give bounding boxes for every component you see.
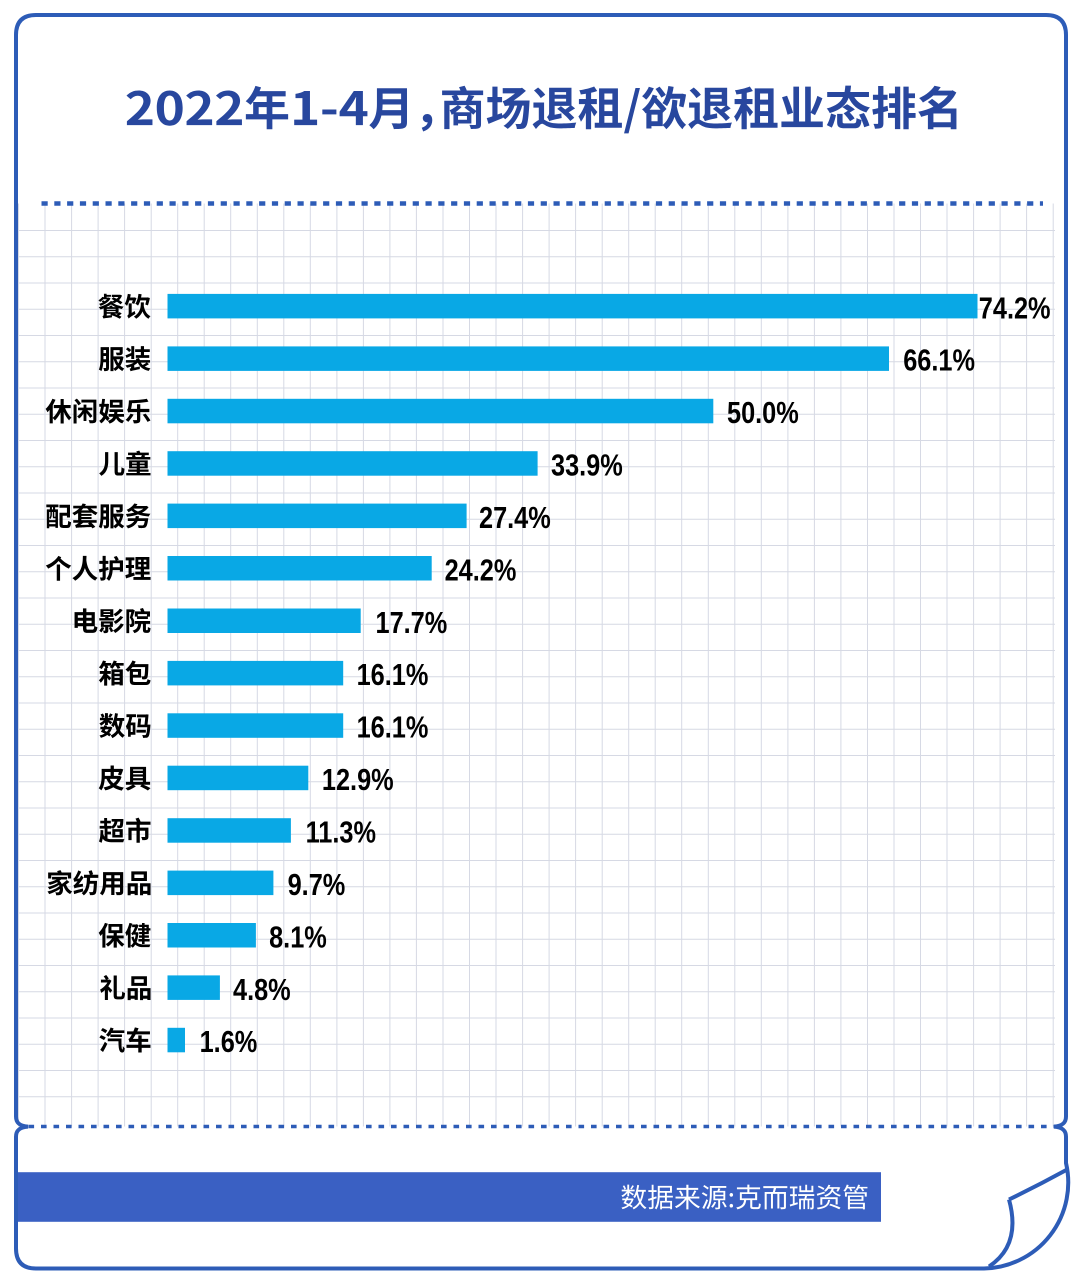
svg-text:4.8%: 4.8% [233, 973, 291, 1007]
svg-text:12.9%: 12.9% [322, 763, 394, 797]
svg-text:24.2%: 24.2% [445, 553, 517, 587]
svg-text:17.7%: 17.7% [376, 606, 448, 640]
svg-text:33.9%: 33.9% [551, 448, 623, 482]
svg-text:16.1%: 16.1% [357, 710, 429, 744]
svg-text:9.7%: 9.7% [288, 868, 346, 902]
svg-text:74.2%: 74.2% [979, 291, 1051, 325]
svg-text:1.6%: 1.6% [200, 1025, 258, 1059]
svg-text:8.1%: 8.1% [269, 920, 327, 954]
svg-text:11.3%: 11.3% [306, 815, 376, 849]
svg-text:16.1%: 16.1% [357, 658, 429, 692]
svg-text:66.1%: 66.1% [903, 343, 975, 377]
svg-text:27.4%: 27.4% [479, 501, 551, 535]
svg-text:50.0%: 50.0% [727, 396, 799, 430]
